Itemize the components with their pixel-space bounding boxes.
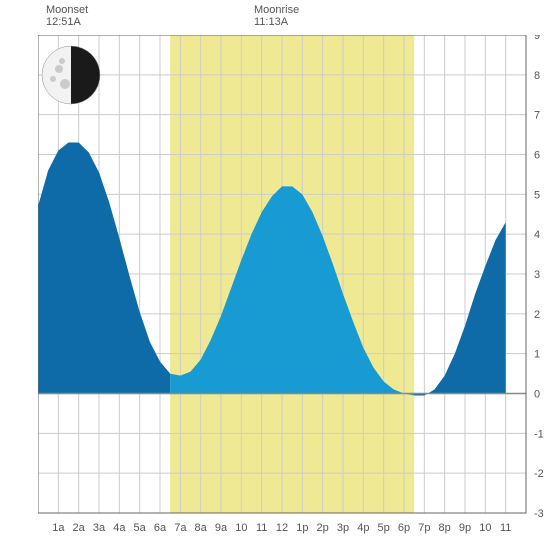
svg-text:4: 4 — [534, 229, 540, 241]
svg-text:3a: 3a — [93, 522, 106, 534]
svg-text:9a: 9a — [215, 522, 228, 534]
svg-text:11: 11 — [500, 522, 511, 534]
moonrise-time: 11:13A — [254, 16, 299, 28]
svg-text:4a: 4a — [113, 522, 126, 534]
svg-text:9p: 9p — [459, 522, 471, 534]
svg-text:5a: 5a — [134, 522, 147, 534]
svg-text:12: 12 — [276, 522, 288, 534]
svg-text:2: 2 — [534, 309, 540, 321]
svg-text:-2: -2 — [534, 468, 544, 480]
svg-text:10: 10 — [479, 522, 491, 534]
svg-text:7a: 7a — [174, 522, 187, 534]
svg-text:-3: -3 — [534, 508, 544, 520]
svg-text:1: 1 — [534, 349, 540, 361]
moonrise-label: Moonrise 11:13A — [254, 4, 299, 28]
svg-text:5p: 5p — [378, 522, 390, 534]
svg-text:4p: 4p — [357, 522, 369, 534]
svg-text:11: 11 — [256, 522, 267, 534]
moonset-label: Moonset 12:51A — [46, 4, 88, 28]
svg-text:1a: 1a — [52, 522, 65, 534]
svg-text:8: 8 — [534, 70, 540, 82]
moonset-time: 12:51A — [46, 16, 88, 28]
svg-text:-1: -1 — [534, 428, 544, 440]
svg-text:5: 5 — [534, 189, 540, 201]
tide-chart: -3-2-101234567891a2a3a4a5a6a7a8a9a101112… — [38, 35, 550, 548]
svg-text:2a: 2a — [73, 522, 86, 534]
svg-text:0: 0 — [534, 389, 540, 401]
moon-phase-icon — [40, 44, 102, 106]
svg-text:6: 6 — [534, 150, 540, 162]
svg-text:7: 7 — [534, 110, 540, 122]
svg-text:7p: 7p — [418, 522, 430, 534]
svg-text:6a: 6a — [154, 522, 167, 534]
moonrise-title: Moonrise — [254, 4, 299, 16]
svg-text:9: 9 — [534, 35, 540, 42]
svg-text:3: 3 — [534, 269, 540, 281]
svg-text:2p: 2p — [317, 522, 329, 534]
svg-text:1p: 1p — [296, 522, 308, 534]
svg-text:8a: 8a — [195, 522, 208, 534]
svg-text:6p: 6p — [398, 522, 410, 534]
svg-text:3p: 3p — [337, 522, 349, 534]
svg-text:10: 10 — [235, 522, 247, 534]
svg-text:8p: 8p — [439, 522, 451, 534]
moonset-title: Moonset — [46, 4, 88, 16]
